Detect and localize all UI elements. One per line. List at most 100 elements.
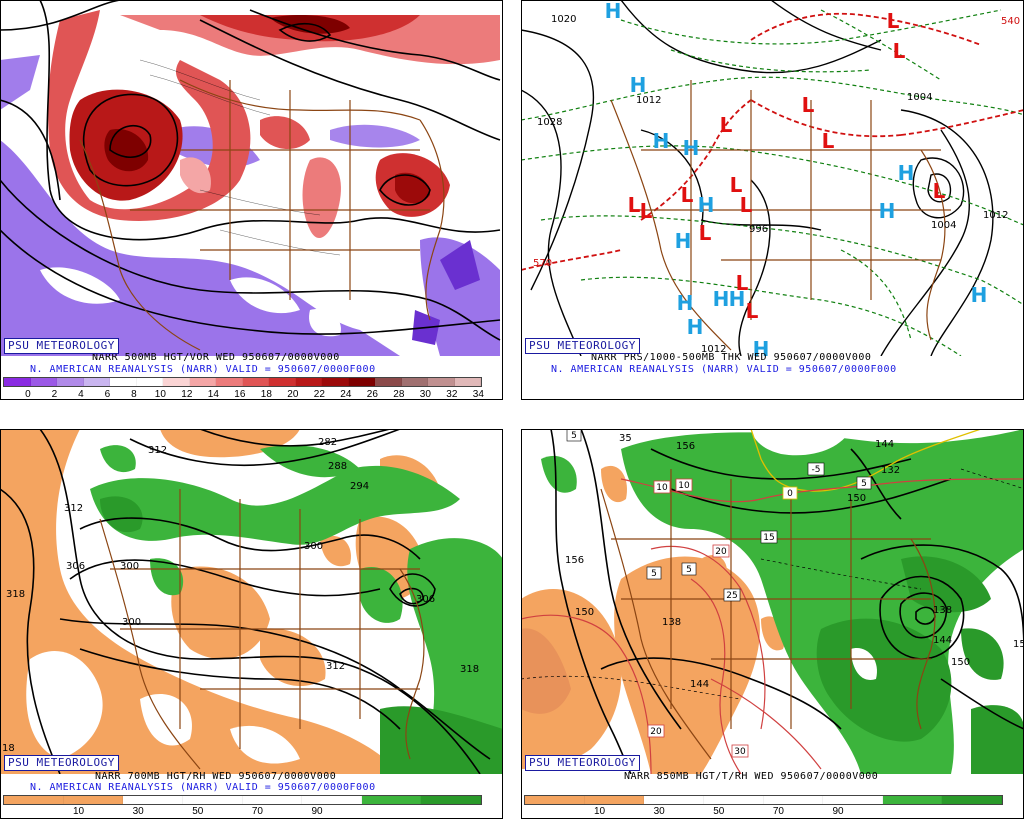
colorbar-tick-label: 8 <box>131 389 137 400</box>
temp-label: 5 <box>681 562 697 576</box>
temp-label: 0 <box>782 486 798 500</box>
colorbar-tick-label: 10 <box>154 389 166 400</box>
svg-text:5: 5 <box>571 431 577 441</box>
contour-label: 138 <box>933 605 952 616</box>
colorbar-swatch <box>4 796 64 804</box>
temp-label: 20 <box>647 724 665 738</box>
colorbar-swatch <box>401 378 428 386</box>
low-pressure-icon: L <box>740 193 753 217</box>
low-pressure-icon: L <box>628 193 641 217</box>
temp-label: -5 <box>807 462 825 476</box>
temp-label: 10 <box>653 480 671 494</box>
high-pressure-icon: H <box>729 287 746 311</box>
contour-label: 306 <box>66 561 85 572</box>
colorbar-tick-label: 4 <box>78 389 84 400</box>
contour-label: 144 <box>933 635 952 646</box>
colorbar-tick-label: 6 <box>104 389 111 400</box>
caption-title: NARR PRS/1000-500MB THK WED 950607/0000V… <box>591 352 872 363</box>
contour-label: 15 <box>1013 639 1024 650</box>
colorbar-tick-label: 30 <box>653 806 665 817</box>
contour-label: 1028 <box>537 117 562 128</box>
low-pressure-icon: L <box>699 221 712 245</box>
panel-850mb: 5 10 10 -5 0 5 15 20 5 5 25 20 30 35 156… <box>521 429 1024 819</box>
caption-title: NARR 500MB HGT/VOR WED 950607/0000V000 <box>92 352 340 363</box>
low-pressure-icon: L <box>730 173 743 197</box>
high-pressure-icon: H <box>630 73 647 97</box>
contour-label: 144 <box>875 439 894 450</box>
contour-label: 312 <box>148 445 167 456</box>
colorbar-ticks: 10 30 50 70 90 <box>525 806 1002 818</box>
colorbar-tick-label: 90 <box>832 806 844 817</box>
colorbar-swatch <box>421 796 481 804</box>
colorbar-tick-label: 50 <box>192 806 204 817</box>
contour-label: 570 <box>533 258 552 269</box>
temp-label: 5 <box>856 476 872 490</box>
colorbar-swatch <box>242 378 269 386</box>
colorbar-swatch <box>57 378 84 386</box>
colorbar-tick-label: 70 <box>251 806 263 817</box>
svg-text:5: 5 <box>686 565 692 575</box>
colorbar <box>3 377 482 387</box>
map-850mb: 5 10 10 -5 0 5 15 20 5 5 25 20 30 35 156… <box>521 429 1024 774</box>
colorbar-swatch <box>428 378 455 386</box>
psu-meteorology-badge: PSU METEOROLOGY <box>4 755 119 771</box>
colorbar-swatch <box>269 378 296 386</box>
contour-label: 306 <box>416 594 435 605</box>
contour-label: 156 <box>565 555 584 566</box>
colorbar-tick-label: 10 <box>593 806 606 817</box>
temp-label: 30 <box>731 744 749 758</box>
low-pressure-icon: L <box>720 113 733 137</box>
contour-label: 312 <box>64 503 83 514</box>
low-pressure-icon: L <box>887 9 900 33</box>
contour-label: 282 <box>318 437 337 448</box>
colorbar-swatch <box>242 796 303 804</box>
colorbar-tick-label: 16 <box>234 389 246 400</box>
high-pressure-icon: H <box>879 199 896 223</box>
colorbar-swatch <box>375 378 402 386</box>
svg-text:-5: -5 <box>812 465 821 475</box>
contour-label: 150 <box>575 607 594 618</box>
colorbar-swatch <box>123 796 183 804</box>
colorbar-swatch <box>823 796 883 804</box>
colorbar-swatch <box>30 378 57 386</box>
low-pressure-icon: L <box>736 271 749 295</box>
colorbar-tick-label: 30 <box>132 806 144 817</box>
contour-label: 150 <box>847 493 866 504</box>
svg-text:10: 10 <box>656 483 668 493</box>
colorbar-swatch <box>882 796 943 804</box>
contour-label: 318 <box>460 664 479 675</box>
temp-label: 25 <box>723 588 741 602</box>
colorbar-swatch <box>302 796 362 804</box>
contour-label: 156 <box>676 441 695 452</box>
contour-label: 294 <box>350 481 369 492</box>
panel-700mb: 312 282 288 294 312 300 306 300 318 300 … <box>0 429 503 819</box>
contour-label: 318 <box>6 589 25 600</box>
colorbar-tick-label: 50 <box>713 806 725 817</box>
contour-label: 35 <box>619 433 632 444</box>
contour-label: 144 <box>690 679 709 690</box>
temp-label: 5 <box>646 566 662 580</box>
panel-surface: H H H H H H H H H H H H H H L L L L L L … <box>521 0 1024 400</box>
colorbar-swatch <box>644 796 704 804</box>
colorbar-tick-label: 34 <box>472 389 484 400</box>
colorbar-swatch <box>942 796 1002 804</box>
low-pressure-icon: L <box>681 183 694 207</box>
psu-meteorology-badge: PSU METEOROLOGY <box>525 755 640 771</box>
colorbar-tick-label: 0 <box>25 389 31 400</box>
low-pressure-icon: L <box>746 299 759 323</box>
contour-label: 312 <box>326 661 345 672</box>
contour-label: 18 <box>2 743 15 754</box>
temp-label: 20 <box>712 544 730 558</box>
colorbar-tick-label: 20 <box>287 389 299 400</box>
colorbar-swatch <box>63 796 124 804</box>
colorbar-swatch <box>703 796 764 804</box>
colorbar-swatch <box>361 796 422 804</box>
temp-label: 5 <box>566 429 582 442</box>
svg-text:30: 30 <box>734 747 746 757</box>
psu-meteorology-badge: PSU METEOROLOGY <box>4 338 119 354</box>
contour-label: 138 <box>662 617 681 628</box>
contour-label: 300 <box>304 541 323 552</box>
caption-valid: N. AMERICAN REANALYSIS (NARR) VALID = 95… <box>551 364 897 375</box>
contour-label: 300 <box>122 617 141 628</box>
colorbar-swatch <box>348 378 375 386</box>
